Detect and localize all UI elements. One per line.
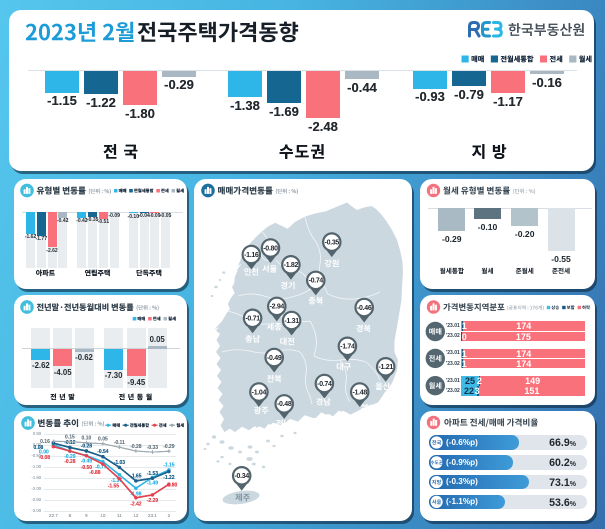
svg-text:-1.48: -1.48: [352, 389, 367, 396]
svg-text:-0.54: -0.54: [97, 449, 109, 455]
svg-text:-0.28: -0.28: [64, 459, 76, 465]
svg-text:-2.94: -2.94: [270, 304, 285, 311]
svg-text:-0.74: -0.74: [309, 278, 324, 285]
svg-text:-1.65: -1.65: [130, 473, 142, 479]
svg-text:-0.08: -0.08: [39, 455, 51, 461]
svg-text:-1.21: -1.21: [378, 364, 393, 371]
svg-text:-0.28: -0.28: [130, 444, 142, 450]
svg-text:0.10: 0.10: [82, 436, 92, 442]
svg-text:-0.88: -0.88: [89, 470, 101, 476]
svg-text:-0.11: -0.11: [114, 440, 125, 446]
svg-text:0.00: 0.00: [39, 450, 49, 456]
svg-text:-0.80: -0.80: [263, 245, 278, 252]
svg-text:-1.55: -1.55: [108, 483, 120, 489]
svg-text:-1.49: -1.49: [147, 480, 159, 486]
svg-text:-1.22: -1.22: [163, 475, 175, 481]
svg-text:-0.29: -0.29: [64, 454, 76, 460]
svg-text:-0.34: -0.34: [234, 473, 249, 480]
svg-text:-0.74: -0.74: [317, 381, 332, 388]
svg-text:-0.48: -0.48: [277, 401, 292, 408]
svg-text:-1.22: -1.22: [163, 475, 175, 481]
svg-text:-0.88: -0.88: [89, 470, 101, 476]
svg-text:-0.71: -0.71: [245, 316, 260, 323]
svg-text:-0.29: -0.29: [163, 444, 175, 450]
svg-text:-1.16: -1.16: [244, 252, 259, 259]
svg-text:-0.08: -0.08: [39, 455, 51, 461]
svg-text:-1.15: -1.15: [163, 463, 175, 469]
svg-text:-0.77: -0.77: [95, 465, 107, 471]
svg-text:-1.55: -1.55: [108, 483, 120, 489]
svg-text:-0.33: -0.33: [147, 445, 159, 451]
svg-text:-0.49: -0.49: [267, 355, 282, 362]
svg-text:-1.82: -1.82: [284, 262, 299, 269]
svg-text:-1.80: -1.80: [166, 483, 178, 489]
svg-text:-0.49: -0.49: [81, 459, 93, 465]
svg-text:-1.49: -1.49: [147, 480, 159, 486]
svg-text:-2.42: -2.42: [130, 501, 142, 507]
svg-text:-1.53: -1.53: [147, 471, 159, 477]
svg-text:-1.15: -1.15: [163, 463, 175, 469]
svg-text:-2.29: -2.29: [147, 498, 159, 504]
svg-text:-0.28: -0.28: [130, 444, 142, 450]
svg-text:-0.29: -0.29: [163, 444, 175, 450]
svg-text:-1.53: -1.53: [147, 471, 159, 477]
svg-text:0.05: 0.05: [98, 437, 108, 443]
svg-text:-1.37: -1.37: [111, 478, 123, 484]
svg-text:0.08: 0.08: [34, 445, 44, 451]
svg-text:0.10: 0.10: [82, 436, 92, 442]
svg-text:-2.29: -2.29: [147, 498, 159, 504]
svg-text:-2.42: -2.42: [130, 501, 142, 507]
svg-text:0.08: 0.08: [34, 445, 44, 451]
svg-text:-0.35: -0.35: [325, 239, 340, 246]
svg-text:-1.04: -1.04: [252, 389, 267, 396]
svg-text:-1.80: -1.80: [166, 483, 178, 489]
svg-text:-0.28: -0.28: [81, 444, 93, 450]
svg-text:-0.46: -0.46: [357, 305, 372, 312]
svg-text:-1.98: -1.98: [130, 492, 142, 498]
svg-text:0.16: 0.16: [40, 439, 50, 445]
svg-text:0.15: 0.15: [65, 435, 75, 441]
svg-text:-1.03: -1.03: [114, 460, 126, 466]
svg-text:0.16: 0.16: [40, 439, 50, 445]
svg-text:-0.50: -0.50: [81, 465, 93, 471]
svg-text:-1.65: -1.65: [130, 473, 142, 479]
svg-text:0.00: 0.00: [39, 450, 49, 456]
svg-text:-0.33: -0.33: [147, 445, 159, 451]
svg-text:-1.74: -1.74: [340, 344, 355, 351]
svg-text:0.05: 0.05: [98, 437, 108, 443]
svg-text:-1.37: -1.37: [111, 478, 123, 484]
svg-text:-1.98: -1.98: [130, 492, 142, 498]
svg-text:-0.28: -0.28: [64, 459, 76, 465]
svg-text:-0.29: -0.29: [64, 454, 76, 460]
svg-text:-0.28: -0.28: [81, 444, 93, 450]
svg-text:-0.49: -0.49: [81, 459, 93, 465]
svg-text:-0.77: -0.77: [95, 465, 107, 471]
svg-text:-0.11: -0.11: [114, 440, 125, 446]
svg-text:-1.03: -1.03: [114, 460, 126, 466]
svg-text:-1.31: -1.31: [284, 318, 299, 325]
svg-text:-0.50: -0.50: [81, 465, 93, 471]
svg-text:0.15: 0.15: [65, 435, 75, 441]
svg-text:-0.54: -0.54: [97, 449, 109, 455]
